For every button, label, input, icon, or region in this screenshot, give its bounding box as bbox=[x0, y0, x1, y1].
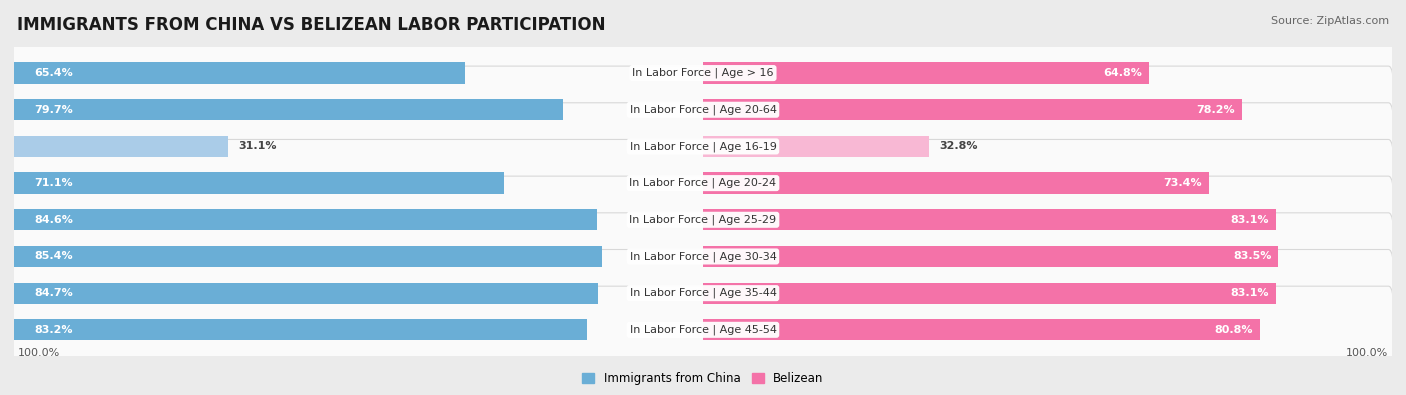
Bar bbox=[703, 173, 1209, 194]
Text: 85.4%: 85.4% bbox=[35, 252, 73, 261]
Bar bbox=[703, 319, 1260, 340]
Text: 71.1%: 71.1% bbox=[35, 178, 73, 188]
Text: 83.1%: 83.1% bbox=[1230, 215, 1268, 225]
Bar bbox=[703, 136, 929, 157]
Text: 83.1%: 83.1% bbox=[1230, 288, 1268, 298]
Text: In Labor Force | Age > 16: In Labor Force | Age > 16 bbox=[633, 68, 773, 78]
FancyBboxPatch shape bbox=[13, 286, 1393, 374]
Bar bbox=[703, 282, 1275, 304]
Bar bbox=[703, 209, 1275, 230]
Text: 80.8%: 80.8% bbox=[1215, 325, 1253, 335]
Text: 84.6%: 84.6% bbox=[35, 215, 73, 225]
Text: 32.8%: 32.8% bbox=[939, 141, 977, 151]
Text: 100.0%: 100.0% bbox=[1347, 348, 1389, 357]
Bar bbox=[14, 173, 503, 194]
Bar bbox=[14, 209, 598, 230]
FancyBboxPatch shape bbox=[13, 176, 1393, 263]
Text: 65.4%: 65.4% bbox=[35, 68, 73, 78]
Text: Source: ZipAtlas.com: Source: ZipAtlas.com bbox=[1271, 16, 1389, 26]
Text: 78.2%: 78.2% bbox=[1197, 105, 1234, 115]
Bar bbox=[703, 99, 1241, 120]
Text: 84.7%: 84.7% bbox=[35, 288, 73, 298]
Text: In Labor Force | Age 20-64: In Labor Force | Age 20-64 bbox=[630, 105, 776, 115]
Text: IMMIGRANTS FROM CHINA VS BELIZEAN LABOR PARTICIPATION: IMMIGRANTS FROM CHINA VS BELIZEAN LABOR … bbox=[17, 16, 606, 34]
Bar bbox=[14, 62, 464, 84]
Text: 64.8%: 64.8% bbox=[1104, 68, 1143, 78]
Text: 100.0%: 100.0% bbox=[17, 348, 59, 357]
Bar bbox=[14, 246, 602, 267]
FancyBboxPatch shape bbox=[13, 29, 1393, 117]
Text: In Labor Force | Age 35-44: In Labor Force | Age 35-44 bbox=[630, 288, 776, 298]
Bar bbox=[703, 246, 1278, 267]
Text: In Labor Force | Age 16-19: In Labor Force | Age 16-19 bbox=[630, 141, 776, 152]
Bar bbox=[14, 136, 228, 157]
FancyBboxPatch shape bbox=[13, 250, 1393, 337]
Text: 83.2%: 83.2% bbox=[35, 325, 73, 335]
FancyBboxPatch shape bbox=[13, 103, 1393, 190]
Bar bbox=[14, 282, 598, 304]
Bar bbox=[14, 319, 588, 340]
FancyBboxPatch shape bbox=[13, 139, 1393, 227]
Text: 79.7%: 79.7% bbox=[35, 105, 73, 115]
Text: In Labor Force | Age 20-24: In Labor Force | Age 20-24 bbox=[630, 178, 776, 188]
Text: In Labor Force | Age 45-54: In Labor Force | Age 45-54 bbox=[630, 325, 776, 335]
Text: In Labor Force | Age 30-34: In Labor Force | Age 30-34 bbox=[630, 251, 776, 262]
Text: 31.1%: 31.1% bbox=[239, 141, 277, 151]
Text: In Labor Force | Age 25-29: In Labor Force | Age 25-29 bbox=[630, 214, 776, 225]
Legend: Immigrants from China, Belizean: Immigrants from China, Belizean bbox=[578, 367, 828, 389]
FancyBboxPatch shape bbox=[13, 66, 1393, 153]
FancyBboxPatch shape bbox=[13, 213, 1393, 300]
Bar bbox=[703, 62, 1150, 84]
Text: 83.5%: 83.5% bbox=[1233, 252, 1271, 261]
Bar bbox=[14, 99, 564, 120]
Text: 73.4%: 73.4% bbox=[1163, 178, 1202, 188]
